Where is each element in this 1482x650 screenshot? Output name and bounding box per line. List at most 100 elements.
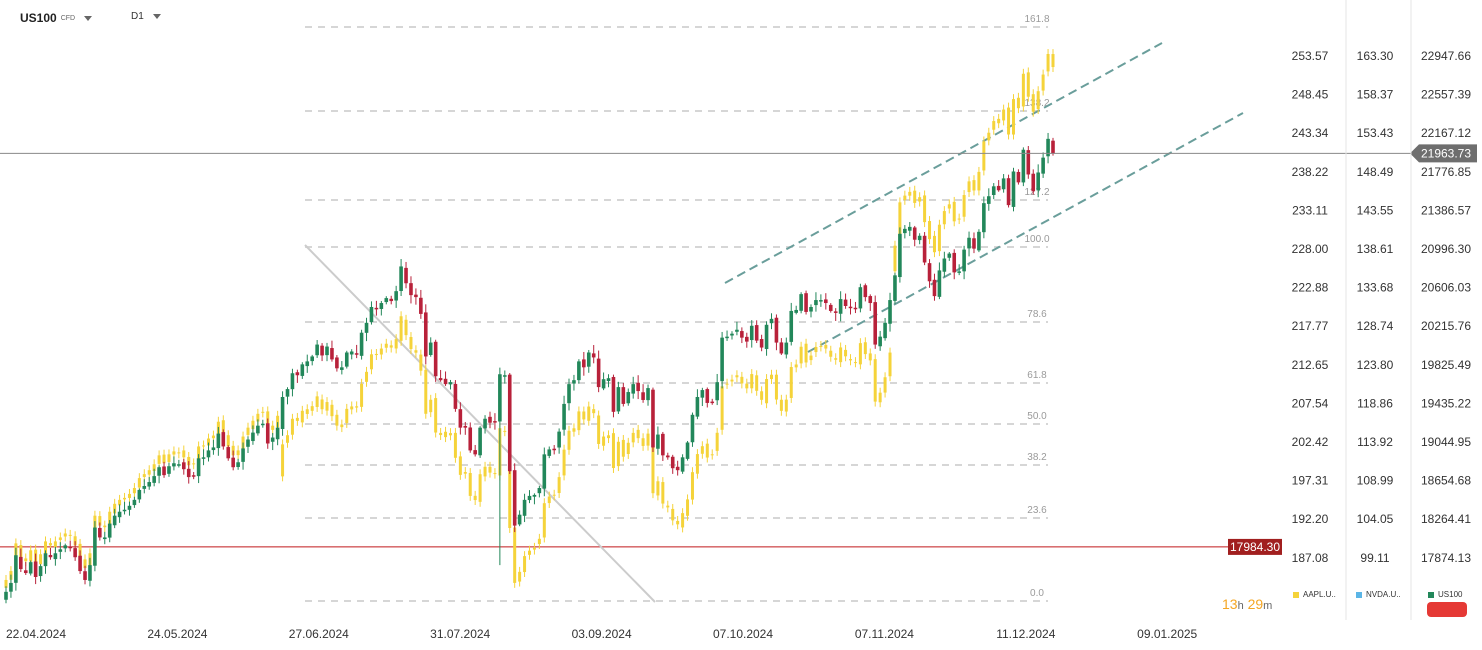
aapl-axis-tick: 217.77 [1292,319,1329,333]
overlay-body [24,558,28,562]
candle-body [977,231,981,251]
candle-body [132,499,137,506]
overlay-body [809,355,813,361]
candle-body [789,310,794,342]
overlay-body [236,450,240,456]
overlay-body [389,345,393,348]
overlay-body [478,474,482,502]
candle-body [364,322,369,333]
overlay-body [730,379,734,382]
aapl-axis-tick: 253.57 [1292,49,1329,63]
support-line[interactable]: 17984.30 [0,538,1282,555]
nvda-axis-tick: 104.05 [1357,512,1394,526]
candle-body [483,418,487,429]
fib-level-label: 50.0 [1027,411,1047,422]
candle-body [705,389,710,403]
us100-axis-tick: 21386.57 [1421,203,1471,217]
overlay-body [863,342,867,355]
candle-body [710,401,715,404]
overlay-body [705,443,709,458]
candle-body [53,553,58,560]
overlay-body [923,195,927,223]
overlay-body [735,375,739,378]
candle-body [947,253,952,258]
aapl-axis-tick: 248.45 [1292,88,1329,102]
fibonacci-retracement[interactable]: 0.023.638.250.061.878.6100.0127.2138.216… [305,14,1050,602]
legend-item-us100[interactable]: US100 [1428,590,1462,599]
candle-body [98,527,102,538]
legend-item-nvda[interactable]: NVDA.U.. [1356,590,1401,599]
symbol-selector[interactable]: US100 CFD [20,11,93,25]
legend-label-nvda: NVDA.U.. [1366,590,1401,599]
aapl-overlay-series [4,49,1055,593]
candle-body [764,324,769,350]
overlay-body [345,408,349,423]
candle-body [1051,140,1055,154]
candle-body [211,447,216,451]
candle-body [226,447,231,459]
overlay-body [537,538,541,545]
sell-button[interactable] [1427,602,1467,617]
overlay-body [607,435,611,439]
candle-body [512,470,517,526]
overlay-body [246,427,250,435]
candle-body [690,414,695,443]
candle-body [725,336,729,339]
overlay-body [192,463,196,465]
candle-body [754,325,759,341]
overlay-body [819,345,823,347]
overlay-body [873,359,877,402]
overlay-body [957,218,961,220]
date-tick-label: 27.06.2024 [289,627,349,641]
legend-item-aapl[interactable]: AAPL.U.. [1293,590,1336,599]
date-tick-label: 07.11.2024 [855,627,914,641]
overlay-body [98,516,102,526]
overlay-body [883,377,887,393]
candle-body [349,351,354,355]
candle-body [606,378,611,382]
date-tick-label: 31.07.2024 [430,627,490,641]
overlay-body [142,474,146,477]
candle-body [78,555,82,572]
overlay-body [671,508,675,521]
candle-body [833,311,838,313]
candle-body [962,249,966,272]
candle-body [359,332,364,356]
candle-body [922,235,927,263]
overlay-body [774,374,778,400]
overlay-body [468,473,472,496]
candle-body [251,432,255,442]
overlay-body [167,454,171,462]
candle-body [730,333,734,336]
candle-body [275,427,280,440]
overlay-body [503,430,507,432]
candle-body [799,294,803,311]
overlay-body [651,435,655,494]
candle-body [157,467,161,476]
candle-body [1016,171,1021,183]
overlay-body [399,316,403,341]
aapl-axis-tick: 212.65 [1292,358,1329,372]
candle-body [893,275,897,301]
timeframe-label: D1 [131,11,144,22]
aapl-axis-tick: 238.22 [1292,165,1329,179]
nvda-axis-tick: 158.37 [1357,88,1394,102]
overlay-body [394,339,398,349]
nvda-axis-tick: 108.99 [1357,474,1394,488]
overlay-body [621,439,625,457]
overlay-body [592,409,596,414]
candle-body [48,554,53,558]
candle-body [394,291,398,301]
candle-body [888,300,892,324]
nvda-axis-tick: 99.11 [1360,551,1389,565]
overlay-body [784,399,788,412]
candle-body [883,322,887,339]
timeframe-selector[interactable]: D1 [131,11,161,22]
candle-body [63,545,68,549]
overlay-body [829,350,833,357]
candle-body [117,511,122,518]
nvda-axis-tick: 128.74 [1357,319,1394,333]
overlay-body [251,420,255,430]
candle-body [1001,178,1006,190]
